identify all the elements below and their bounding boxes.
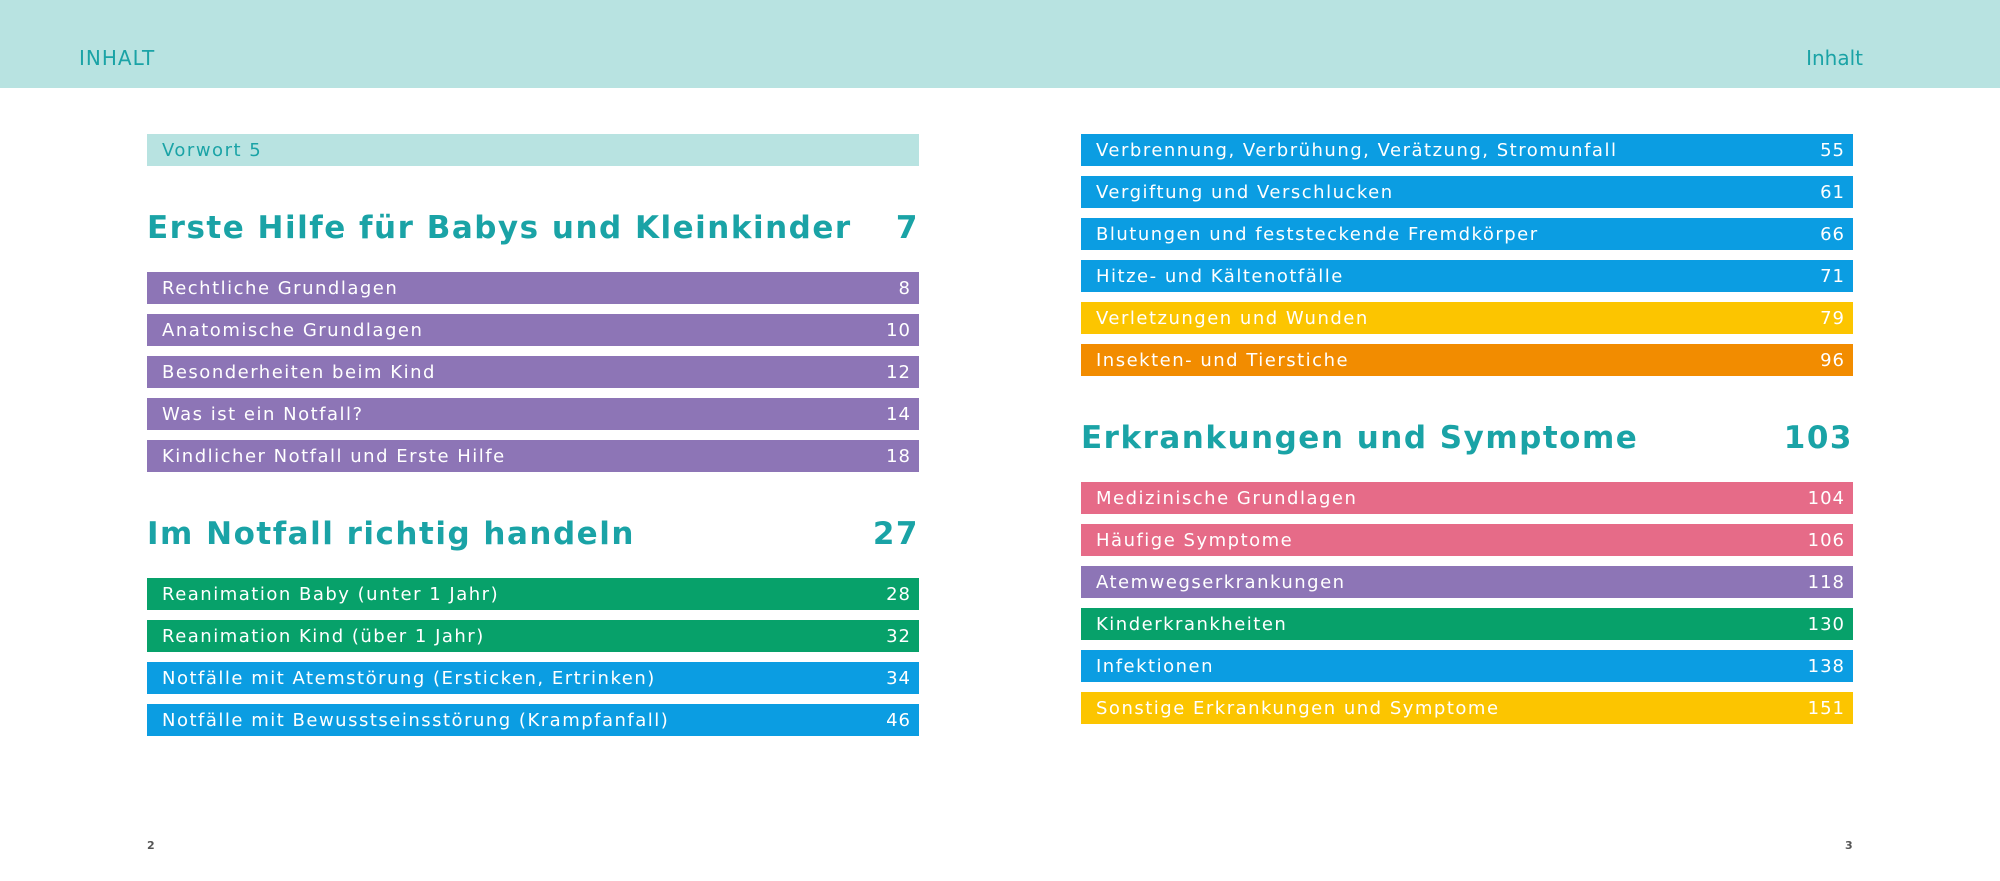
toc-item-page: 18 [886,445,911,467]
toc-item-vorwort[interactable]: Vorwort 5 [147,134,919,166]
toc-item-page: 96 [1820,349,1845,371]
toc-item-label: Reanimation Kind (über 1 Jahr) [162,625,485,647]
toc-item-label: Kindlicher Notfall und Erste Hilfe [162,445,506,467]
section-page: 27 [872,516,919,552]
toc-item[interactable]: Vergiftung und Verschlucken 61 [1081,176,1853,208]
toc-item-label: Verbrennung, Verbrühung, Verätzung, Stro… [1096,139,1618,161]
toc-item-page: 12 [886,361,911,383]
toc-item-page: 32 [886,625,911,647]
toc-item-label: Häufige Symptome [1096,529,1294,551]
toc-item-page: 46 [886,709,911,731]
toc-item[interactable]: Verletzungen und Wunden 79 [1081,302,1853,334]
section-heading-notfall[interactable]: Im Notfall richtig handeln 27 [147,514,919,554]
toc-item[interactable]: Sonstige Erkrankungen und Symptome 151 [1081,692,1853,724]
toc-item[interactable]: Atemwegserkrankungen 118 [1081,566,1853,598]
section-title: Erste Hilfe für Babys und Kleinkinder [147,210,852,246]
toc-item-page: 28 [886,583,911,605]
toc-item-page: 61 [1820,181,1845,203]
toc-item[interactable]: Blutungen und feststeckende Fremdkörper … [1081,218,1853,250]
toc-item-label: Medizinische Grundlagen [1096,487,1358,509]
toc-item[interactable]: Kinderkrankheiten 130 [1081,608,1853,640]
section-heading-erkrankungen[interactable]: Erkrankungen und Symptome 103 [1081,418,1853,458]
toc-item-label: Insekten- und Tierstiche [1096,349,1350,371]
section-title: Im Notfall richtig handeln [147,516,635,552]
toc-item[interactable]: Verbrennung, Verbrühung, Verätzung, Stro… [1081,134,1853,166]
running-head-right: Inhalt [1806,46,1863,70]
toc-item-page: 130 [1807,613,1845,635]
toc-item[interactable]: Was ist ein Notfall? 14 [147,398,919,430]
toc-item-label: Besonderheiten beim Kind [162,361,436,383]
toc-item-page: 10 [886,319,911,341]
toc-item[interactable]: Reanimation Kind (über 1 Jahr) 32 [147,620,919,652]
toc-item-label: Anatomische Grundlagen [162,319,424,341]
header-band [0,0,2000,88]
toc-item-label: Vergiftung und Verschlucken [1096,181,1394,203]
toc-item-label: Sonstige Erkrankungen und Symptome [1096,697,1500,719]
toc-item-label: Kinderkrankheiten [1096,613,1288,635]
toc-item[interactable]: Notfälle mit Bewusstseinsstörung (Krampf… [147,704,919,736]
toc-item[interactable]: Notfälle mit Atemstörung (Ersticken, Ert… [147,662,919,694]
toc-item-page: 55 [1820,139,1845,161]
section-page: 7 [895,210,919,246]
toc-item[interactable]: Hitze- und Kältenotfälle 71 [1081,260,1853,292]
toc-item-page: 8 [898,277,911,299]
toc-item-label: Infektionen [1096,655,1215,677]
toc-item-label: Atemwegserkrankungen [1096,571,1346,593]
toc-item-label: Vorwort 5 [162,139,263,161]
toc-item-label: Was ist ein Notfall? [162,403,364,425]
toc-item[interactable]: Medizinische Grundlagen 104 [1081,482,1853,514]
section-page: 103 [1783,420,1853,456]
toc-item-page: 71 [1820,265,1845,287]
toc-item[interactable]: Insekten- und Tierstiche 96 [1081,344,1853,376]
toc-item-page: 151 [1807,697,1845,719]
toc-item-label: Notfälle mit Bewusstseinsstörung (Krampf… [162,709,670,731]
toc-item-page: 34 [886,667,911,689]
toc-item-label: Verletzungen und Wunden [1096,307,1369,329]
toc-item[interactable]: Häufige Symptome 106 [1081,524,1853,556]
toc-item[interactable]: Anatomische Grundlagen 10 [147,314,919,346]
toc-item-page: 79 [1820,307,1845,329]
section-heading-erste-hilfe[interactable]: Erste Hilfe für Babys und Kleinkinder 7 [147,208,919,248]
toc-item[interactable]: Rechtliche Grundlagen 8 [147,272,919,304]
toc-item-page: 66 [1820,223,1845,245]
running-head-left: INHALT [79,46,156,70]
toc-item[interactable]: Besonderheiten beim Kind 12 [147,356,919,388]
toc-item-label: Reanimation Baby (unter 1 Jahr) [162,583,500,605]
page-number-right: 3 [1845,839,1853,852]
toc-item[interactable]: Reanimation Baby (unter 1 Jahr) 28 [147,578,919,610]
toc-item-page: 14 [886,403,911,425]
toc-item[interactable]: Infektionen 138 [1081,650,1853,682]
toc-item-label: Notfälle mit Atemstörung (Ersticken, Ert… [162,667,656,689]
toc-item-page: 104 [1807,487,1845,509]
toc-item-page: 106 [1807,529,1845,551]
toc-item-page: 118 [1807,571,1845,593]
toc-item-label: Rechtliche Grundlagen [162,277,399,299]
toc-item-label: Blutungen und feststeckende Fremdkörper [1096,223,1539,245]
page-number-left: 2 [147,839,155,852]
toc-item-label: Hitze- und Kältenotfälle [1096,265,1344,287]
section-title: Erkrankungen und Symptome [1081,420,1639,456]
toc-item-page: 138 [1807,655,1845,677]
toc-item[interactable]: Kindlicher Notfall und Erste Hilfe 18 [147,440,919,472]
